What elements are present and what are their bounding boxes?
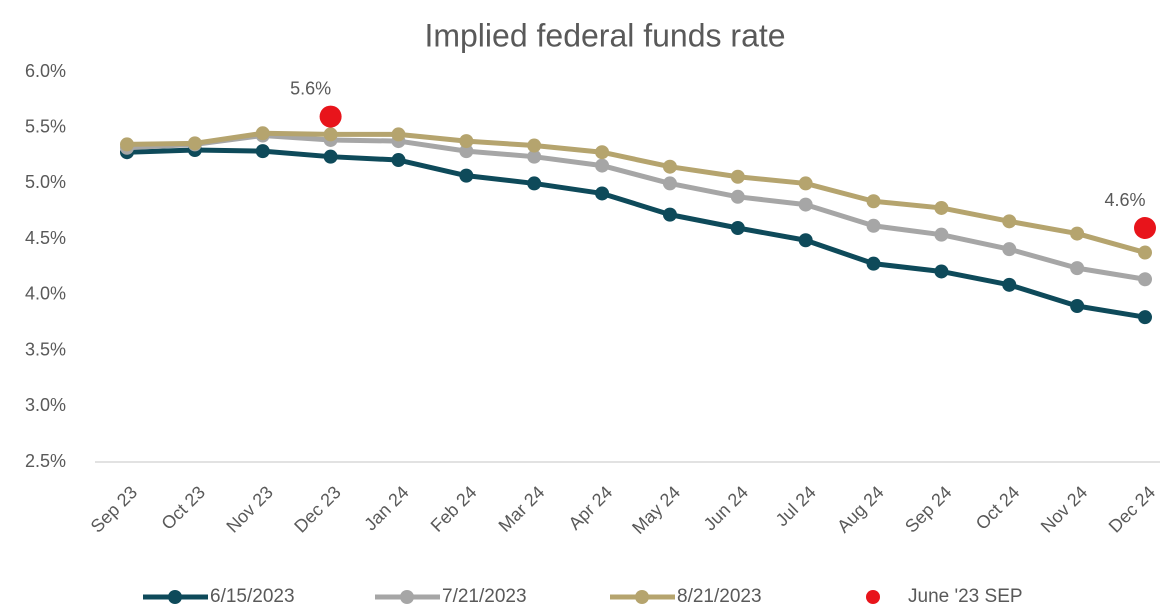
marker <box>1070 299 1085 313</box>
marker <box>319 105 342 128</box>
x-tick-label: Oct 23 <box>157 482 209 534</box>
x-tick-label: Oct 24 <box>972 482 1024 534</box>
marker <box>1138 245 1152 260</box>
marker <box>595 158 610 173</box>
legend-marker <box>168 590 182 604</box>
x-tick-label: Aug 24 <box>833 482 887 536</box>
chart-title: Implied federal funds rate <box>424 17 785 53</box>
legend-marker <box>635 590 649 604</box>
marker <box>662 176 677 191</box>
x-tick-label: Jan 24 <box>360 482 412 534</box>
marker <box>798 176 813 191</box>
marker <box>391 153 406 168</box>
data-label: 5.6% <box>290 78 331 98</box>
x-tick-label: May 24 <box>628 482 684 538</box>
legend-label: 8/21/2023 <box>677 586 762 607</box>
marker <box>662 207 677 222</box>
x-tick-label: Sep 24 <box>901 482 955 536</box>
y-tick-label: 5.0% <box>25 172 66 192</box>
y-tick-label: 3.5% <box>25 339 66 359</box>
marker <box>323 127 338 142</box>
marker <box>934 200 949 215</box>
series-line <box>126 133 1146 282</box>
marker <box>934 227 949 242</box>
legend-label: June '23 SEP <box>908 586 1023 607</box>
x-tick-label: Nov 23 <box>222 482 276 536</box>
marker <box>459 134 474 149</box>
y-tick-label: 4.0% <box>25 284 66 304</box>
data-label: 4.6% <box>1104 190 1145 210</box>
marker <box>1138 310 1152 325</box>
x-tick-label: Nov 24 <box>1037 482 1091 536</box>
marker <box>187 136 202 151</box>
marker <box>934 264 949 279</box>
marker <box>391 127 406 142</box>
y-tick-label: 3.0% <box>25 395 66 415</box>
marker <box>1070 226 1085 241</box>
marker <box>255 126 270 141</box>
marker <box>866 256 881 271</box>
x-tick-label: Dec 24 <box>1105 482 1159 536</box>
marker <box>866 218 881 233</box>
marker <box>459 144 474 159</box>
x-tick-label: Jul 24 <box>772 482 820 530</box>
x-tick-label: Jun 24 <box>700 482 752 534</box>
marker <box>730 221 745 235</box>
legend-label: 7/21/2023 <box>442 586 527 607</box>
marker <box>255 144 270 159</box>
x-tick-label: Sep 23 <box>87 482 141 536</box>
y-tick-label: 4.5% <box>25 228 66 248</box>
marker <box>1002 242 1017 257</box>
x-tick-label: Feb 24 <box>427 482 481 536</box>
marker <box>527 149 542 164</box>
marker <box>459 168 474 183</box>
legend-label: 6/15/2023 <box>210 586 295 607</box>
legend-marker <box>866 590 880 604</box>
marker <box>1002 277 1017 292</box>
y-tick-label: 5.5% <box>25 116 66 136</box>
marker <box>730 169 745 184</box>
marker <box>662 159 677 174</box>
x-tick-label: Apr 24 <box>565 482 617 534</box>
legend-marker <box>400 590 414 604</box>
marker <box>595 186 610 201</box>
y-tick-label: 6.0% <box>25 61 66 81</box>
marker <box>120 137 134 152</box>
marker <box>798 197 813 212</box>
marker <box>798 233 813 248</box>
x-tick-label: Mar 24 <box>495 482 549 536</box>
x-tick-label: Dec 23 <box>290 482 344 536</box>
marker <box>1138 272 1152 287</box>
series-line <box>126 147 1146 320</box>
y-tick-label: 2.5% <box>25 451 66 471</box>
marker <box>527 176 542 191</box>
marker <box>866 194 881 209</box>
marker <box>595 145 610 160</box>
marker <box>527 138 542 153</box>
marker <box>1134 217 1156 239</box>
marker <box>323 149 338 164</box>
marker <box>730 189 745 204</box>
marker <box>1002 214 1017 229</box>
series-line <box>126 130 1146 255</box>
marker <box>1070 261 1085 276</box>
